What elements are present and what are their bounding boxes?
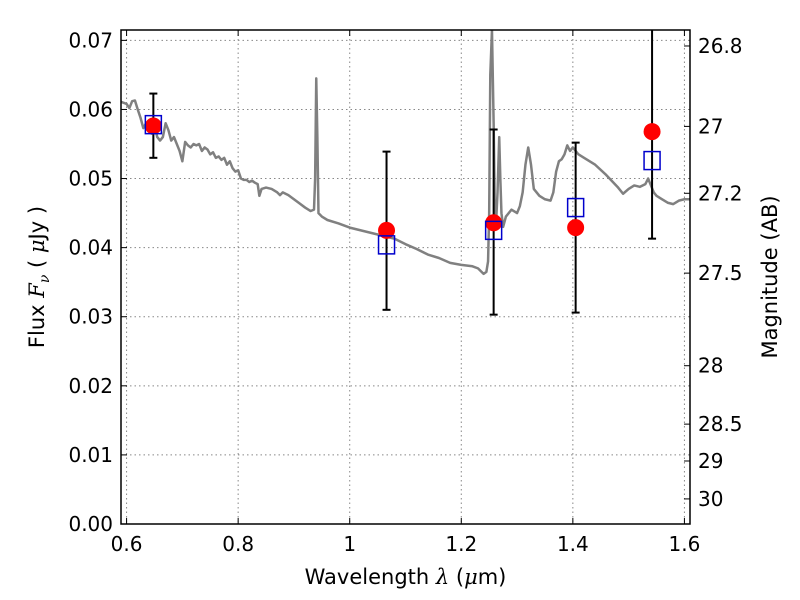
x-tick-label: 1: [343, 532, 356, 556]
model-spectrum: [121, 30, 690, 276]
y2-tick-label: 27.5: [698, 261, 743, 285]
model-photometry-points: [144, 114, 661, 255]
y2-tick-label: 28: [698, 354, 723, 378]
observed-point: [485, 214, 503, 232]
plot-frame: [120, 29, 691, 525]
model-photometry-point: [144, 114, 163, 135]
y-tick-label: 0.00: [68, 512, 113, 536]
y-tick-label: 0.04: [68, 236, 113, 260]
error-bars: [149, 30, 657, 316]
model-photometry-point: [484, 220, 503, 241]
x-tick-label: 0.6: [111, 532, 143, 556]
model-photometry-point: [566, 197, 585, 218]
x-tick-label: 1.4: [557, 532, 589, 556]
axis-ticks: 0.6 0.8 1 1.2 1.4 1.6 0.00 0.01 0.02 0.03 0.04 0.05…: [68, 28, 742, 556]
y2-tick-label: 29: [698, 449, 723, 473]
y-tick-label: 0.05: [68, 167, 113, 191]
observed-point: [378, 221, 396, 239]
y2-tick-label: 26.8: [698, 34, 743, 58]
x-tick-label: 0.8: [222, 532, 254, 556]
y-tick-label: 0.02: [68, 374, 113, 398]
y2-tick-label: 27.2: [698, 181, 743, 205]
y-tick-label: 0.03: [68, 305, 113, 329]
model-photometry-point: [377, 235, 396, 255]
y-tick-label: 0.07: [68, 28, 113, 52]
x-axis-label: Wavelength λ (μm): [305, 565, 507, 589]
y2-tick-label: 30: [698, 487, 723, 511]
observed-point: [567, 219, 585, 237]
y-tick-label: 0.01: [68, 443, 113, 467]
model-photometry-point: [643, 150, 661, 171]
y2-tick-label: 27: [698, 114, 723, 138]
x-tick-label: 1.2: [445, 532, 477, 556]
grid: [121, 30, 690, 525]
observed-points: [144, 117, 661, 239]
observed-point: [643, 123, 661, 141]
y2-axis-label: Magnitude (AB): [758, 195, 782, 358]
observed-point: [144, 117, 162, 135]
y-tick-label: 0.06: [68, 97, 113, 121]
y-axis-label: Flux Fν ( μJy ): [25, 206, 53, 348]
y2-tick-label: 28.5: [698, 412, 743, 436]
model-spectrum-line: [121, 30, 690, 276]
x-tick-label: 1.6: [669, 532, 701, 556]
